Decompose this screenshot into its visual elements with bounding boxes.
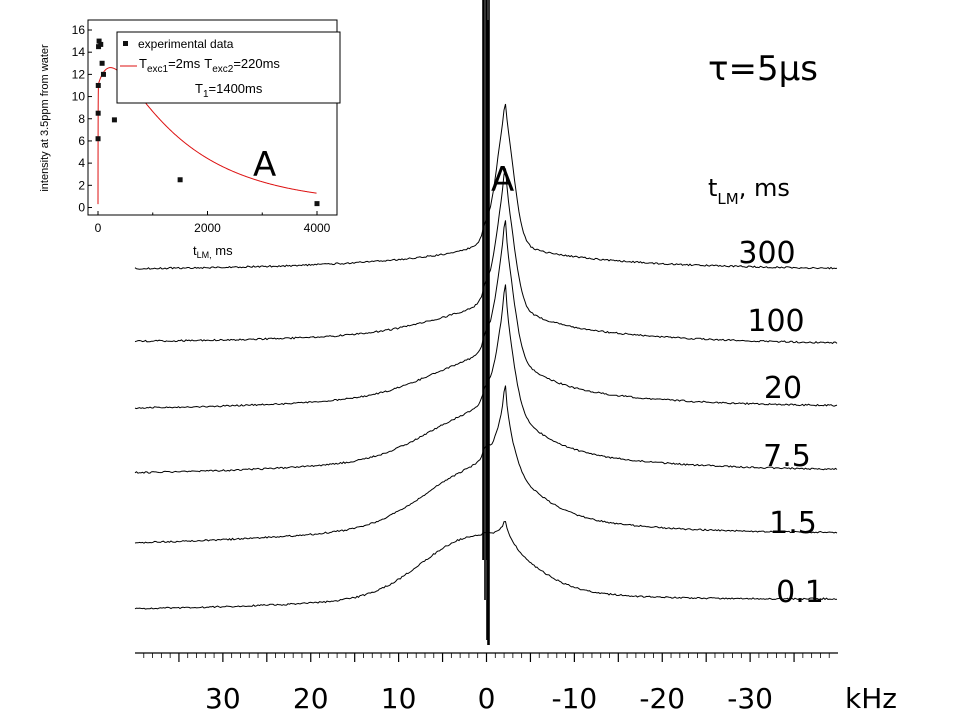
series-label: 7.5 <box>763 439 811 474</box>
legend-fit-s3: 1 <box>203 89 209 100</box>
legend-fit-v3: =1400ms <box>209 81 263 96</box>
inset-y-tick-label: 8 <box>78 112 85 126</box>
legend-fit-s2: exc2 <box>212 64 234 75</box>
inset-data-point <box>95 136 101 142</box>
inset-data-points <box>95 38 320 207</box>
legend-fit-t3: T <box>195 81 203 96</box>
x-tick-label: -10 <box>552 682 598 715</box>
inset-legend-frame <box>116 31 341 104</box>
inset-y-tick-label: 0 <box>78 201 85 215</box>
inset-y-tick-label: 6 <box>78 134 85 148</box>
x-tick-label: 30 <box>205 682 241 715</box>
series-labels: 300 100 20 7.5 1.5 0.1 <box>738 236 823 610</box>
inset-data-point <box>111 117 117 123</box>
x-axis-ticks <box>143 653 830 662</box>
inset-legend: experimental data Texc1=2ms Texc2=220ms T… <box>116 31 341 104</box>
series-label: 100 <box>747 304 804 339</box>
curve-label-title: tLM, ms <box>708 174 790 208</box>
x-tick-label: 20 <box>293 682 329 715</box>
legend-fit-v2: =220ms <box>233 56 280 71</box>
legend-fit-t1: T <box>139 56 147 71</box>
legend-fit-v1: =2ms <box>168 56 201 71</box>
x-tick-label: 10 <box>381 682 417 715</box>
inset-x-tick-label: 4000 <box>304 221 331 235</box>
inset-chart: 0 2 4 6 8 10 12 14 16 0 2000 4000 intensity at 3.5… <box>39 19 341 260</box>
inset-x-label: tLM, ms <box>193 243 233 260</box>
inset-y-tick-label: 2 <box>78 178 85 192</box>
x-tick-label: -30 <box>727 682 773 715</box>
peak-marker-inset: A <box>253 145 276 185</box>
x-axis-tick-labels: 30 20 10 0 -10 -20 -30 <box>205 682 773 715</box>
inset-y-ticks: 0 2 4 6 8 10 12 14 16 <box>72 23 92 215</box>
spectra-traces <box>134 0 838 645</box>
series-label: 20 <box>764 371 802 406</box>
legend-data-label: experimental data <box>138 37 234 51</box>
inset-data-point <box>95 110 101 116</box>
inset-x-label-t: t <box>193 243 197 258</box>
series-label: 1.5 <box>769 506 817 541</box>
curve-label-units: , ms <box>739 174 790 202</box>
x-tick-label: -20 <box>639 682 685 715</box>
inset-x-tick-label: 2000 <box>194 221 221 235</box>
inset-y-tick-label: 10 <box>72 90 86 104</box>
legend-fit-label-2: T1=1400ms <box>195 81 263 100</box>
x-axis-unit: kHz <box>845 682 897 715</box>
inset-y-label: intensity at 3.5ppm from water <box>39 44 51 192</box>
curve-label-sub: LM <box>717 190 738 208</box>
legend-fit-s1: exc1 <box>147 64 169 75</box>
inset-x-label-unit: ms <box>212 243 233 258</box>
series-label: 0.1 <box>776 575 824 610</box>
inset-x-label-sub: LM, <box>197 250 212 260</box>
inset-data-point <box>177 177 183 183</box>
inset-y-tick-label: 14 <box>72 45 86 59</box>
inset-data-point <box>100 71 106 77</box>
legend-marker-square <box>123 41 128 46</box>
inset-data-point <box>314 201 320 207</box>
inset-data-point <box>98 41 104 47</box>
inset-x-tick-label: 0 <box>95 221 102 235</box>
x-tick-label: 0 <box>478 682 496 715</box>
center-spike-artifact <box>482 0 490 645</box>
peak-marker-main: A <box>491 160 514 200</box>
inset-y-tick-label: 16 <box>72 23 86 37</box>
curve-label-t: t <box>708 174 717 202</box>
chart-title: τ=5μs <box>708 49 818 89</box>
inset-x-ticks: 0 2000 4000 <box>95 211 331 235</box>
series-label: 300 <box>738 236 795 271</box>
inset-data-point <box>96 38 102 44</box>
inset-data-point <box>95 82 101 88</box>
inset-y-tick-label: 12 <box>72 67 86 81</box>
legend-fit-t2: T <box>204 56 212 71</box>
inset-data-point <box>99 60 105 66</box>
inset-y-tick-label: 4 <box>78 156 85 170</box>
legend-fit-label-1: Texc1=2ms Texc2=220ms <box>139 56 280 75</box>
